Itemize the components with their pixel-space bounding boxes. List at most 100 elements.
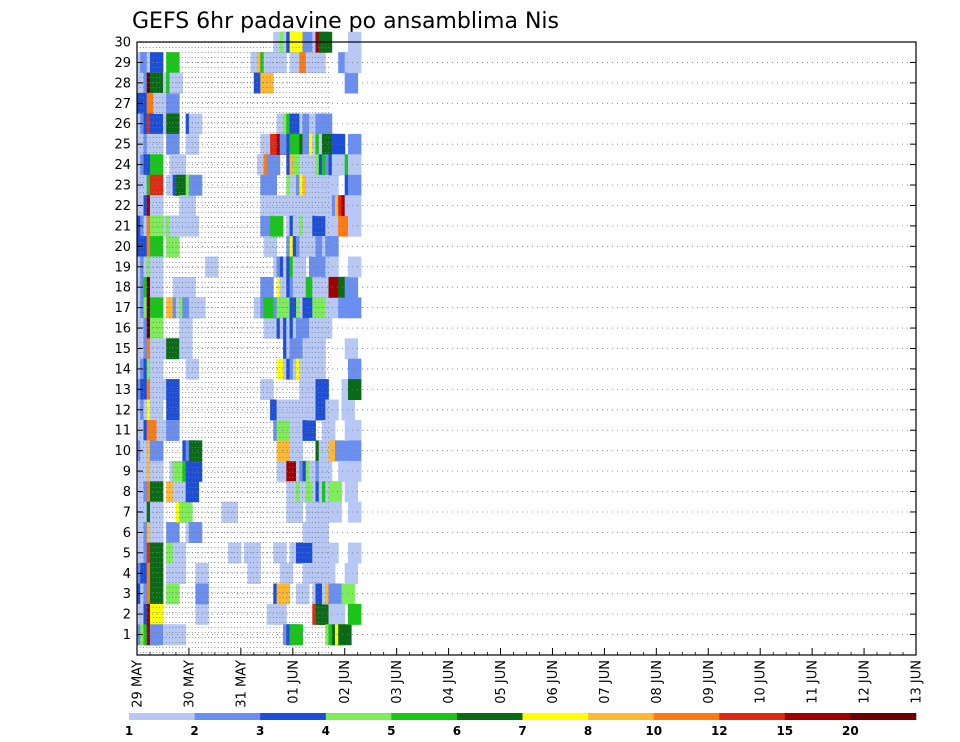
y-tick-label: 9 [123,465,131,480]
y-tick-label: 7 [123,505,131,520]
heatmap-cell [188,440,203,462]
x-tick-label: 10 JUN [754,660,769,704]
heatmap-cell [150,195,164,217]
x-tick-label: 05 JUN [494,660,509,704]
heatmap-cell [348,154,362,176]
y-tick-label: 16 [114,322,131,337]
colorbar-label: 2 [190,724,198,738]
heatmap-cell [312,338,326,360]
x-tick-label: 29 MAY [131,660,146,708]
x-tick-label: 13 JUN [910,660,925,704]
y-tick-label: 22 [114,199,131,214]
colorbar-swatch [719,713,786,720]
y-tick-label: 21 [114,219,131,234]
heatmap-cell [348,440,362,462]
x-tick-label: 30 MAY [182,660,197,708]
colorbar-swatch [391,713,458,720]
heatmap-cell [150,603,164,625]
heatmap-cell [312,358,326,380]
dotted-grid [137,41,916,655]
heatmap-cell [273,603,287,625]
colorbar-swatch [194,713,261,720]
heatmap-cell [289,624,303,646]
colorbar-label: 8 [584,724,592,738]
heatmap-cell [188,113,203,135]
colorbar-swatch [588,713,654,720]
heatmap-cell [150,379,164,400]
colorbar-label: 20 [842,724,859,738]
heatmap-cell [328,583,342,605]
heatmap-cell [348,195,362,217]
heatmap-cell [266,154,281,176]
heatmap-cell [318,317,333,339]
heatmap-cell [263,236,277,257]
y-tick-label: 14 [114,362,131,377]
heatmap-cell [348,215,362,237]
colorbar: 1 2 3 4 5 6 7 8 10 12 15 20 [125,713,917,738]
heatmap-cell [276,583,290,605]
heatmap-cell [318,460,333,482]
heatmap-cell [182,195,196,217]
y-tick-label: 27 [114,97,131,112]
heatmap-cell [247,563,261,584]
y-tick-label: 2 [123,608,131,623]
colorbar-label: 15 [776,724,793,738]
heatmap-cell [150,481,164,503]
heatmap-cell [188,174,203,196]
heatmap-cell [289,420,303,441]
heatmap-cell [289,440,303,462]
x-tick-label: 04 JUN [442,660,457,704]
heatmap-cell [273,542,287,564]
heatmap-cell [344,563,359,584]
heatmap-cell [348,256,362,278]
x-tick-label: 08 JUN [650,660,665,704]
colorbar-swatch [522,713,589,720]
heatmap-cell [344,338,359,360]
x-tick-label: 02 JUN [338,660,353,704]
x-tick-label: 31 MAY [234,660,249,708]
heatmap-cell [344,276,359,298]
heatmap-cell [179,338,193,360]
heatmap-cell [150,133,164,155]
heatmap-cell [179,317,193,339]
heatmap-cell [263,317,277,339]
heatmap-cell [338,624,352,646]
heatmap-cell [172,624,187,646]
heatmap-cell [150,154,164,176]
heatmap-cell [172,215,187,237]
heatmap-cell [150,399,164,421]
heatmap-cell [150,215,164,237]
heatmap-cell [273,195,287,217]
heatmap-cell [270,215,284,237]
chart-title: GEFS 6hr padavine po ansamblima Nis [132,9,559,34]
heatmap-cell [348,297,362,319]
colorbar-swatch [325,713,392,720]
colorbar-label: 3 [256,724,264,738]
y-tick-label: 5 [123,546,131,561]
heatmap-cell [188,460,203,482]
heatmap-cell [150,338,164,360]
y-tick-label: 18 [114,281,131,296]
heatmap-cell [335,440,349,462]
heatmap-cell [341,583,355,605]
colorbar-label: 1 [125,724,133,738]
y-tick-label: 6 [123,526,131,541]
y-tick-label: 30 [114,36,131,51]
heatmap-cell [341,399,355,421]
x-tick-label: 03 JUN [390,660,405,704]
x-tick-label: 09 JUN [702,660,717,704]
y-tick-label: 10 [114,444,131,459]
y-tick-label: 25 [114,138,131,153]
y-tick-label: 13 [114,383,131,398]
y-tick-label: 20 [114,240,131,255]
heatmap-cell [299,542,313,564]
heatmap-cell [150,440,164,462]
heatmap-cell [344,481,359,503]
heatmap-cell [247,542,261,564]
heatmap-cell [150,317,164,339]
colorbar-label: 7 [518,724,526,738]
heatmap-cell [227,542,242,564]
y-tick-label: 15 [114,342,131,357]
heatmap-cell [348,133,362,155]
